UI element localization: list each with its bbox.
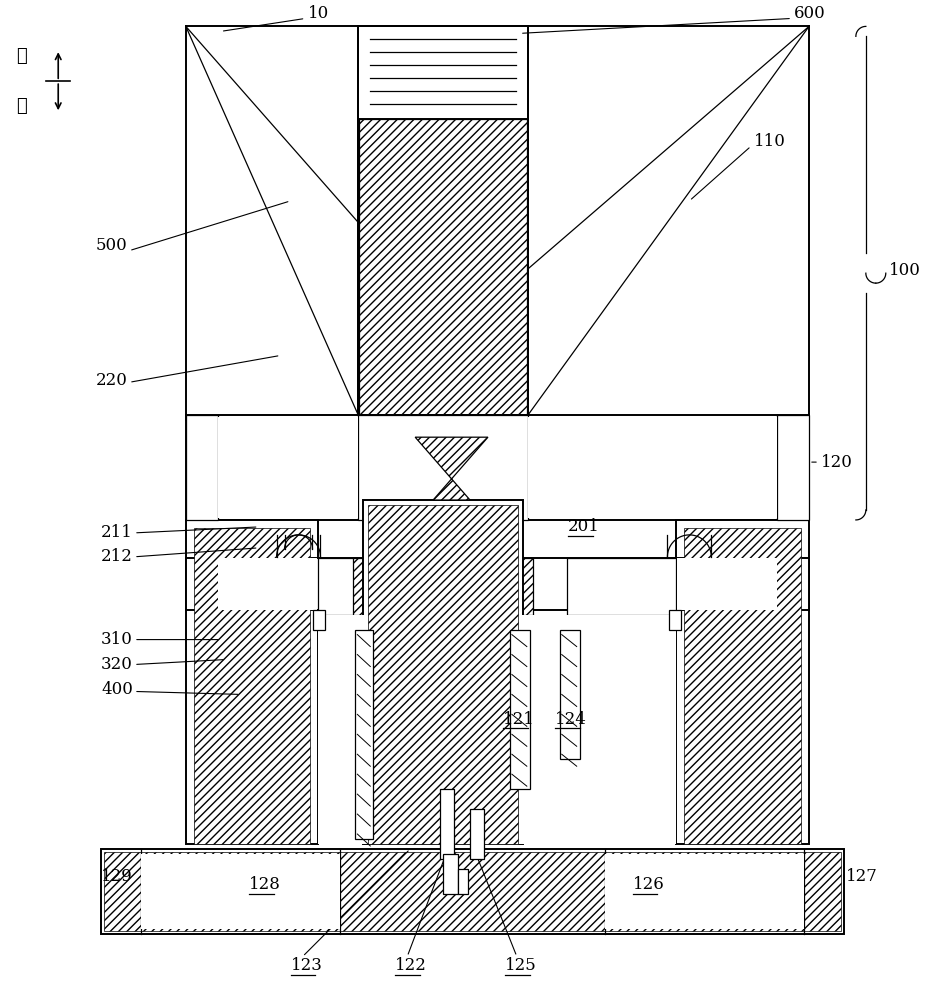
Text: 600: 600 (793, 5, 825, 22)
Bar (510, 630, 530, 789)
Bar (186, 558, 808, 610)
Text: 320: 320 (101, 656, 133, 673)
Bar (104, 852, 840, 931)
Bar (676, 520, 808, 844)
Bar (217, 558, 317, 610)
Bar (313, 610, 325, 630)
Bar (443, 854, 458, 894)
Bar (318, 615, 676, 844)
Text: 110: 110 (753, 133, 785, 150)
Bar (358, 26, 528, 415)
Text: 上: 上 (16, 47, 26, 65)
Bar (359, 119, 527, 415)
Bar (359, 31, 527, 119)
Bar (677, 558, 776, 610)
Text: 127: 127 (845, 868, 877, 885)
Bar (353, 558, 532, 615)
Bar (604, 854, 803, 929)
Bar (440, 789, 453, 859)
Bar (776, 415, 808, 520)
Bar (683, 528, 801, 844)
Polygon shape (414, 437, 487, 500)
Text: 500: 500 (96, 237, 127, 254)
Bar (186, 415, 808, 520)
Text: 121: 121 (502, 711, 534, 728)
Bar (217, 417, 358, 518)
Text: 123: 123 (290, 957, 322, 974)
Text: 129: 129 (101, 868, 133, 885)
Text: 122: 122 (395, 957, 427, 974)
Text: 下: 下 (16, 97, 26, 115)
Bar (469, 809, 483, 859)
Text: 124: 124 (554, 711, 586, 728)
Bar (559, 630, 579, 759)
Bar (528, 417, 776, 518)
Text: 128: 128 (248, 876, 280, 893)
Polygon shape (217, 417, 262, 465)
Bar (355, 630, 373, 839)
Text: 310: 310 (101, 631, 133, 648)
Bar (566, 558, 676, 615)
Text: 100: 100 (888, 262, 919, 279)
Text: 212: 212 (101, 548, 133, 565)
Text: 10: 10 (307, 5, 329, 22)
Bar (458, 869, 467, 894)
Bar (101, 849, 843, 934)
Text: 220: 220 (96, 372, 127, 389)
Text: 126: 126 (632, 876, 664, 893)
Text: 120: 120 (820, 454, 851, 471)
Bar (194, 528, 311, 844)
Bar (362, 500, 522, 844)
Text: 400: 400 (101, 681, 133, 698)
Bar (318, 558, 428, 615)
Bar (668, 610, 681, 630)
Bar (186, 520, 318, 844)
Text: 125: 125 (504, 957, 536, 974)
Text: 211: 211 (101, 524, 133, 541)
Text: 201: 201 (567, 518, 598, 535)
Bar (186, 415, 217, 520)
Bar (368, 505, 517, 844)
Bar (141, 854, 340, 929)
Bar (358, 415, 528, 520)
